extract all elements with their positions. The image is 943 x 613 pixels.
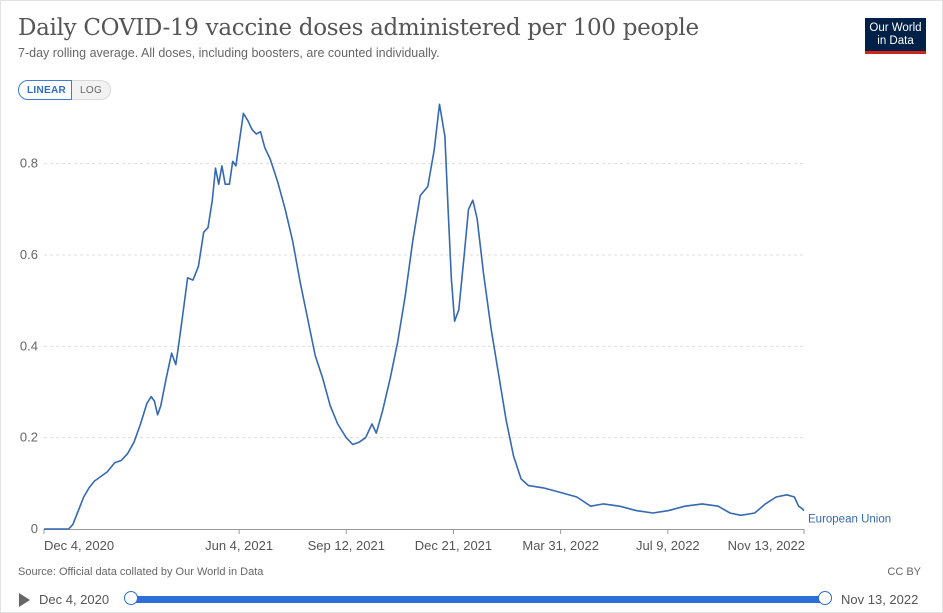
x-tick-label: Nov 13, 2022 [728,538,805,553]
x-tick-label: Jul 9, 2022 [636,538,700,553]
y-tick-label: 0.4 [20,338,38,353]
x-tick-label: Dec 4, 2020 [44,538,114,553]
grid-layer [44,163,804,439]
series-label-european-union[interactable]: European Union [808,514,891,526]
x-tick-label: Sep 12, 2021 [308,538,385,553]
timeline-end-handle[interactable] [818,591,832,605]
source-note[interactable]: Source: Official data collated by Our Wo… [18,566,264,578]
y-tick-label: 0.6 [20,247,38,262]
log-scale-button[interactable]: LOG [72,80,111,100]
chart-subtitle: 7-day rolling average. All doses, includ… [18,46,440,60]
license-link[interactable]: CC BY [887,566,921,578]
timeline: Dec 4, 2020 Nov 13, 2022 [0,588,943,612]
logo-line-2: in Data [877,35,914,47]
series-layer: European Union [44,103,891,530]
timeline-start-handle[interactable] [124,591,138,605]
series-line-european-union[interactable] [44,103,805,530]
y-axis: 0 0.2 0.4 0.6 0.8 [20,156,38,536]
logo-line-1: Our World [869,22,922,34]
timeline-start-label: Dec 4, 2020 [39,592,110,607]
x-tick-label: Jun 4, 2021 [205,538,273,553]
scale-toggle: LINEAR LOG [18,80,111,100]
y-tick-label: 0.2 [20,430,38,445]
y-tick-label: 0.8 [20,156,38,171]
x-tick-label: Dec 21, 2021 [415,538,492,553]
play-icon[interactable] [19,593,30,607]
timeline-end-label: Nov 13, 2022 [841,592,919,607]
x-tick-label: Mar 31, 2022 [522,538,599,553]
chart-title: Daily COVID-19 vaccine doses administere… [18,15,699,41]
x-axis: Dec 4, 2020 Jun 4, 2021 Sep 12, 2021 Dec 21… [43,529,805,553]
y-tick-label: 0 [31,521,38,536]
timeline-track[interactable] [131,596,825,603]
owid-logo[interactable]: Our World in Data [865,18,926,54]
line-chart[interactable]: 0 0.2 0.4 0.6 0.8 Dec 4, 2020 Jun 4, 2021 Sep … [0,0,943,560]
linear-scale-button[interactable]: LINEAR [18,80,72,100]
